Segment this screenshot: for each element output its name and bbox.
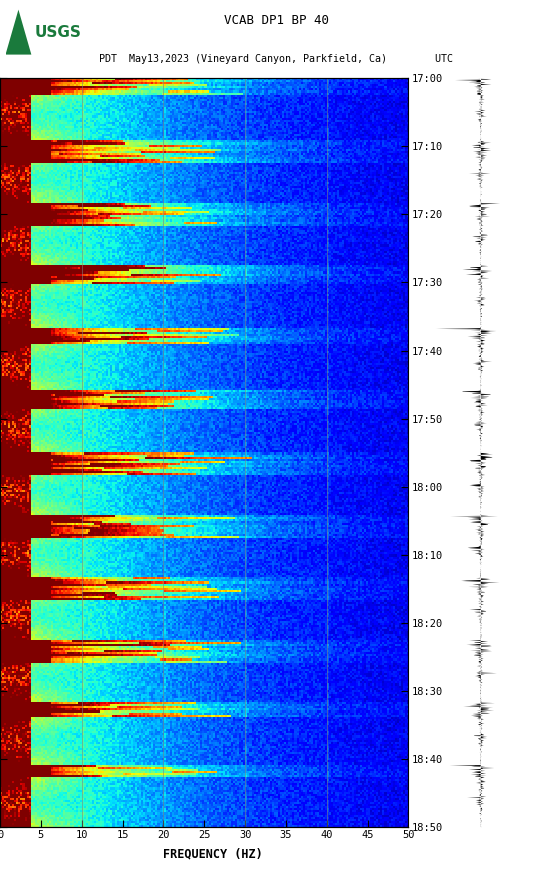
Text: VCAB DP1 BP 40: VCAB DP1 BP 40 [224,13,328,27]
Text: PDT  May13,2023 (Vineyard Canyon, Parkfield, Ca)        UTC: PDT May13,2023 (Vineyard Canyon, Parkfie… [99,54,453,64]
Text: FREQUENCY (HZ): FREQUENCY (HZ) [163,847,262,861]
Text: USGS: USGS [34,25,81,39]
Polygon shape [6,10,31,54]
